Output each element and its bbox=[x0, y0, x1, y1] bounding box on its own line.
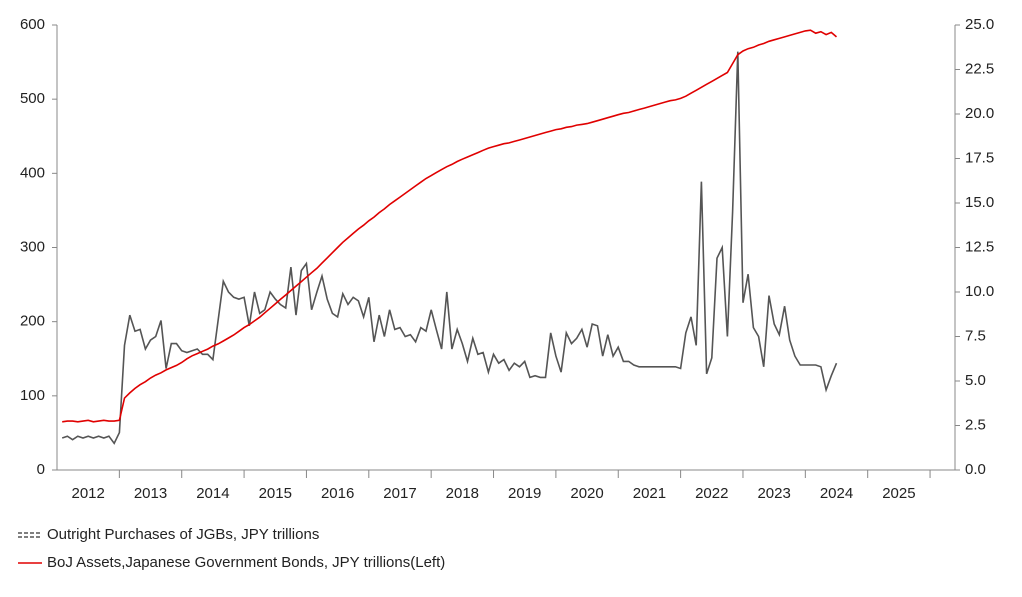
y2-tick-label: 0.0 bbox=[965, 461, 986, 478]
y-tick-label: 300 bbox=[20, 238, 45, 255]
y2-tick-label: 22.5 bbox=[965, 60, 994, 77]
x-tick-label: 2023 bbox=[757, 485, 790, 502]
series-line bbox=[61, 51, 838, 445]
x-tick-label: 2019 bbox=[508, 485, 541, 502]
y2-tick-label: 7.5 bbox=[965, 327, 986, 344]
y2-tick-label: 15.0 bbox=[965, 194, 994, 211]
series-line bbox=[62, 29, 838, 423]
y-tick-label: 200 bbox=[20, 313, 45, 330]
x-tick-label: 2020 bbox=[570, 485, 603, 502]
y2-tick-label: 12.5 bbox=[965, 238, 994, 255]
x-tick-label: 2021 bbox=[633, 485, 666, 502]
y-tick-label: 600 bbox=[20, 16, 45, 33]
y-tick-label: 100 bbox=[20, 387, 45, 404]
y-tick-label: 500 bbox=[20, 90, 45, 107]
x-tick-label: 2016 bbox=[321, 485, 354, 502]
x-tick-label: 2014 bbox=[196, 485, 229, 502]
y2-tick-label: 2.5 bbox=[965, 416, 986, 433]
x-tick-label: 2017 bbox=[383, 485, 416, 502]
x-tick-label: 2025 bbox=[882, 485, 915, 502]
legend-label: Outright Purchases of JGBs, JPY trillion… bbox=[47, 526, 319, 543]
y2-tick-label: 5.0 bbox=[965, 372, 986, 389]
y-tick-label: 0 bbox=[37, 461, 45, 478]
x-tick-label: 2024 bbox=[820, 485, 853, 502]
legend-label: BoJ Assets,Japanese Government Bonds, JP… bbox=[47, 554, 445, 571]
x-tick-label: 2013 bbox=[134, 485, 167, 502]
y2-tick-label: 10.0 bbox=[965, 283, 994, 300]
x-tick-label: 2022 bbox=[695, 485, 728, 502]
y2-tick-label: 20.0 bbox=[965, 105, 994, 122]
y-tick-label: 400 bbox=[20, 164, 45, 181]
x-tick-label: 2015 bbox=[259, 485, 292, 502]
x-tick-label: 2012 bbox=[71, 485, 104, 502]
x-tick-label: 2018 bbox=[446, 485, 479, 502]
y2-tick-label: 25.0 bbox=[965, 16, 994, 33]
y2-tick-label: 17.5 bbox=[965, 149, 994, 166]
